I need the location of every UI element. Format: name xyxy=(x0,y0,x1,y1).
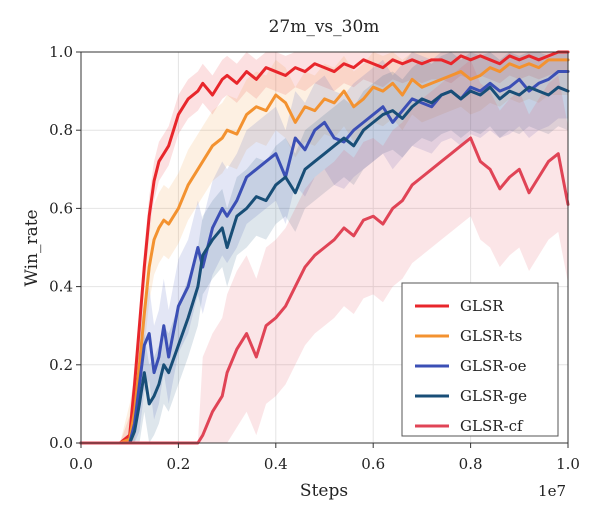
y-tick-label: 1.0 xyxy=(49,43,73,61)
legend-label: GLSR-cf xyxy=(460,417,524,435)
series-band-glsr-oe xyxy=(81,52,568,443)
series-line-glsr-oe xyxy=(79,70,570,445)
x-scale-label: 1e7 xyxy=(538,482,566,500)
series-lines xyxy=(79,50,570,445)
confidence-bands xyxy=(81,52,568,443)
axis-ticks: 0.0 0.2 0.4 0.6 0.8 1.0 0.0 0.2 0.4 0.6 0.8 1.0 xyxy=(49,43,580,473)
legend-label: GLSR-ts xyxy=(460,327,522,345)
y-tick-label: 0.0 xyxy=(49,434,73,452)
series-band-glsr-ge xyxy=(81,52,568,443)
legend-box xyxy=(401,282,559,437)
plot-frame xyxy=(80,51,569,444)
y-tick-label: 0.4 xyxy=(49,278,73,296)
x-tick-label: 0.0 xyxy=(69,455,93,473)
y-tick-label: 0.2 xyxy=(49,356,73,374)
x-tick-label: 1.0 xyxy=(556,455,580,473)
chart-title: 27m_vs_30m xyxy=(269,17,380,37)
legend-label: GLSR-ge xyxy=(460,387,527,405)
legend-label: GLSR xyxy=(460,297,504,315)
legend: GLSR GLSR-ts GLSR-oe GLSR-ge GLSR-cf xyxy=(401,282,559,437)
y-tick-label: 0.6 xyxy=(49,199,73,217)
series-band-glsr-cf xyxy=(81,59,568,443)
x-axis-label: Steps xyxy=(300,481,348,501)
x-tick-label: 0.8 xyxy=(459,455,483,473)
y-axis-label: Win_rate xyxy=(22,209,42,286)
x-tick-label: 0.6 xyxy=(361,455,385,473)
series-band-glsr-ts xyxy=(81,52,568,443)
y-tick-label: 0.8 xyxy=(49,121,73,139)
series-line-glsr-ts xyxy=(79,58,570,445)
series-line-glsr xyxy=(79,50,570,445)
series-line-glsr-ge xyxy=(79,85,570,445)
legend-label: GLSR-oe xyxy=(460,357,527,375)
x-tick-label: 0.4 xyxy=(264,455,288,473)
x-tick-label: 0.2 xyxy=(166,455,190,473)
